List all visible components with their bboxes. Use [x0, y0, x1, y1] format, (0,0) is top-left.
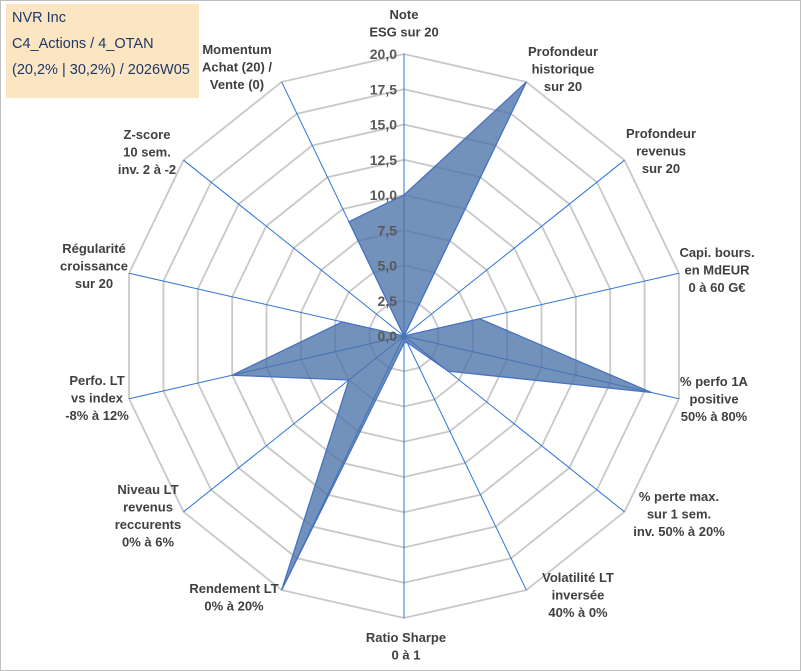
axis-label-line: reccurents	[115, 517, 181, 532]
axis-labels: Note ESG sur 20 Profondeur historique sur 20…	[60, 7, 755, 663]
tick-label: 20,0	[370, 46, 397, 62]
axis-label-line: Z-score	[124, 127, 171, 142]
axis-label: Ratio Sharpe 0 à 1	[366, 630, 446, 663]
axis-label-line: inv. 2 à -2	[118, 162, 176, 177]
axis-label: Momentum Achat (20) / Vente (0)	[202, 42, 272, 92]
series-layer	[231, 81, 652, 591]
axis-label-line: 0% à 20%	[204, 599, 264, 614]
axis-label-line: sur 20	[642, 161, 680, 176]
axis-label-line: Perfo. LT	[69, 373, 124, 388]
axis-spoke	[403, 159, 625, 337]
tick-label: 10,0	[370, 187, 397, 203]
axis-label: Note ESG sur 20	[369, 7, 438, 40]
axis-label-line: Profondeur	[528, 44, 598, 59]
tick-label: 0,0	[378, 328, 398, 344]
axis-label-line: Capi. bours.	[679, 245, 754, 260]
axis-label: Capi. bours. en MdEUR 0 à 60 G€	[679, 245, 754, 295]
info-weights-week: (20,2% | 30,2%) / 2026W05	[12, 62, 190, 78]
info-company-name: NVR Inc	[12, 10, 66, 26]
axis-label-line: sur 20	[544, 79, 582, 94]
axis-label-line: vs index	[71, 391, 124, 406]
axis-label: Profondeur revenus sur 20	[626, 126, 696, 176]
axis-label-line: 0 à 1	[392, 648, 421, 663]
axis-label-line: 10 sem.	[123, 145, 171, 160]
axis-label: Z-score 10 sem. inv. 2 à -2	[118, 127, 176, 177]
axis-label: Profondeur historique sur 20	[528, 44, 598, 94]
axis-spoke	[183, 159, 405, 337]
axis-label-line: 0 à 60 G€	[688, 280, 745, 295]
axis-label-line: Ratio Sharpe	[366, 630, 446, 645]
axis-label-line: Vente (0)	[210, 77, 264, 92]
axis-label: Régularité croissance sur 20	[60, 241, 128, 291]
tick-label: 5,0	[378, 258, 398, 274]
axis-label-line: 0% à 6%	[122, 535, 174, 550]
axis-label-line: % perfo 1A	[680, 374, 749, 389]
axis-spoke	[403, 335, 527, 591]
axis-label-line: Achat (20) /	[202, 60, 272, 75]
axis-label-line: positive	[689, 392, 738, 407]
axis-label-line: inv. 50% à 20%	[633, 524, 725, 539]
axis-label-line: en MdEUR	[685, 263, 751, 278]
axis-label-line: -8% à 12%	[65, 408, 129, 423]
axis-label-line: 50% à 80%	[681, 409, 748, 424]
axis-label: Niveau LT revenus reccurents 0% à 6%	[115, 482, 181, 550]
series-area	[231, 81, 652, 591]
tick-label: 15,0	[370, 117, 397, 133]
axis-label-line: 40% à 0%	[548, 605, 608, 620]
info-box: NVR Inc C4_Actions / 4_OTAN (20,2% | 30,…	[6, 4, 199, 98]
axis-label-line: Rendement LT	[189, 581, 278, 596]
axis-label-line: Régularité	[62, 241, 126, 256]
axis-label-line: Volatilité LT	[542, 570, 614, 585]
axis-label-line: Momentum	[202, 42, 271, 57]
axis-label: Perfo. LT vs index -8% à 12%	[65, 373, 129, 423]
axis-label-line: % perte max.	[639, 489, 719, 504]
axis-label: % perfo 1A positive 50% à 80%	[680, 374, 749, 424]
axis-label: Volatilité LT inversée 40% à 0%	[542, 570, 614, 620]
axis-label-line: sur 20	[75, 276, 113, 291]
tick-label: 17,5	[370, 81, 397, 97]
tick-label: 7,5	[378, 222, 398, 238]
axis-label-line: Niveau LT	[117, 482, 178, 497]
axis-label-line: Profondeur	[626, 126, 696, 141]
tick-labels: 0,0 2,5 5,0 7,5 10,0 12,5 15,0 17,5 20,0	[370, 46, 397, 344]
axis-label-line: ESG sur 20	[369, 25, 438, 40]
axis-label-line: revenus	[123, 500, 173, 515]
axis-label-line: croissance	[60, 259, 128, 274]
axis-label-line: revenus	[636, 144, 686, 159]
axis-label-line: Note	[390, 7, 419, 22]
info-portfolio: C4_Actions / 4_OTAN	[12, 36, 154, 52]
tick-label: 2,5	[378, 293, 398, 309]
tick-label: 12,5	[370, 152, 397, 168]
axis-label-line: inversée	[552, 588, 605, 603]
axis-label-line: historique	[532, 62, 595, 77]
axis-label-line: sur 1 sem.	[647, 507, 711, 522]
axis-label: Rendement LT 0% à 20%	[189, 581, 278, 614]
axis-label: % perte max. sur 1 sem. inv. 50% à 20%	[633, 489, 725, 539]
